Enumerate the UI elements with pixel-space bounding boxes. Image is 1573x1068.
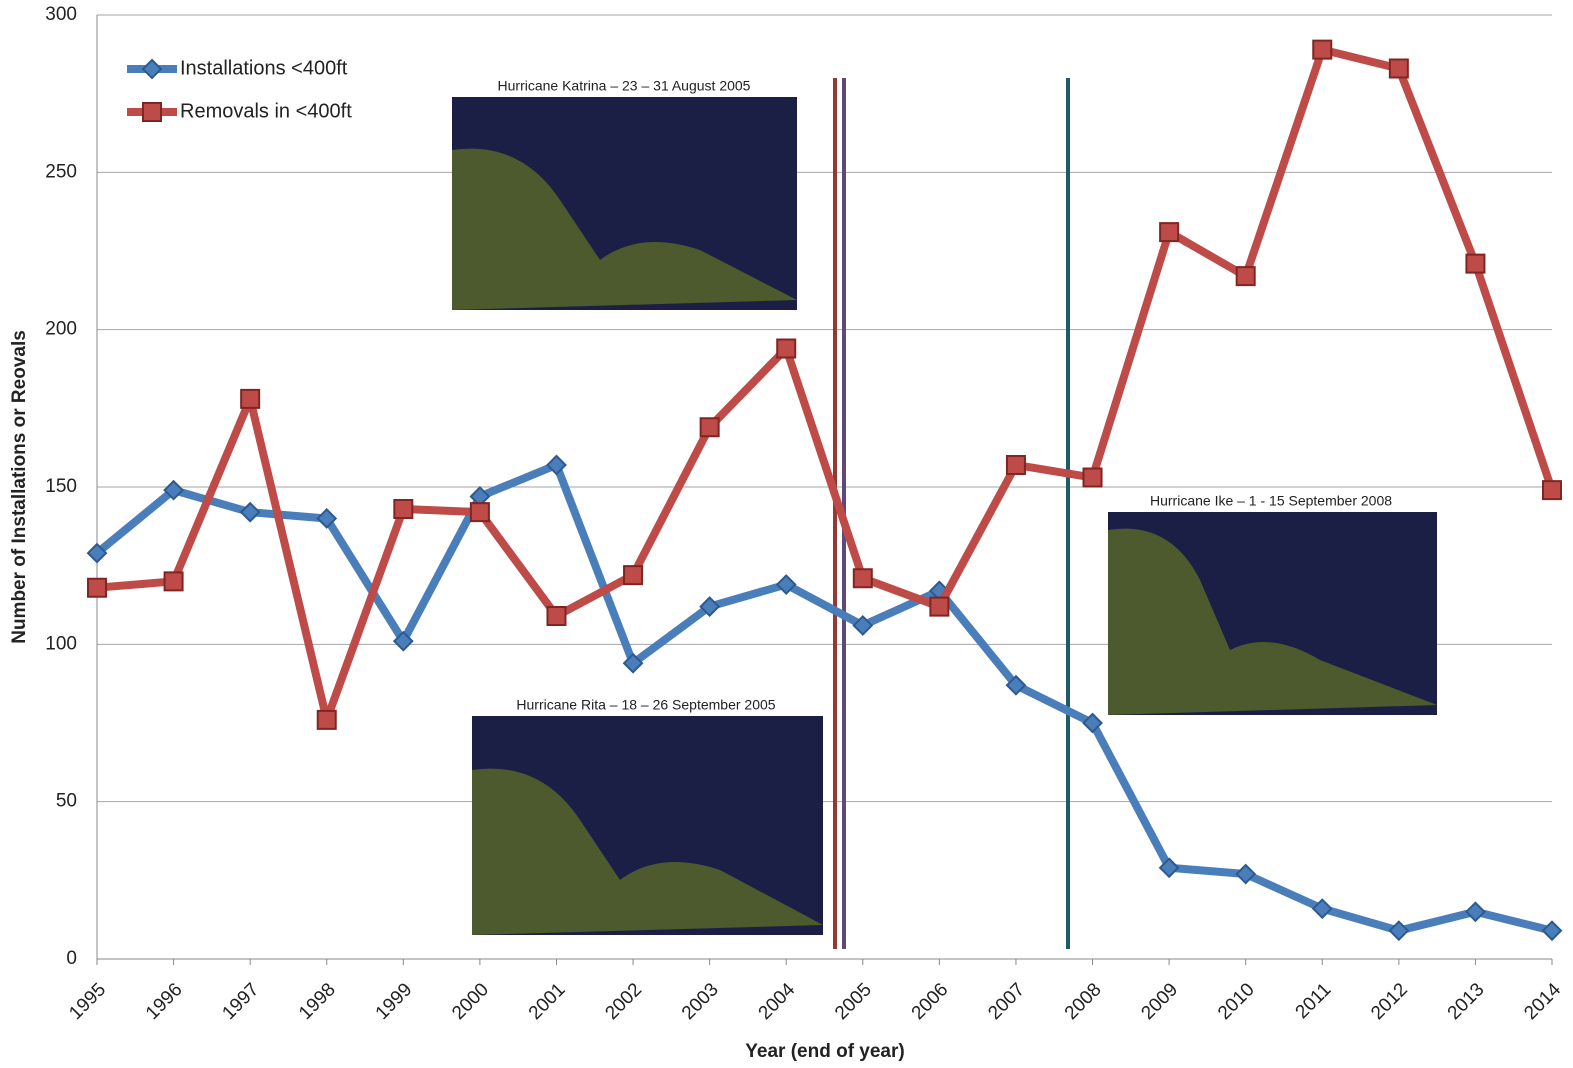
marker bbox=[143, 103, 161, 121]
marker bbox=[471, 503, 489, 521]
marker bbox=[88, 579, 106, 597]
marker bbox=[1390, 922, 1408, 940]
x-tick-label: 2000 bbox=[448, 979, 493, 1024]
marker bbox=[1160, 223, 1178, 241]
x-tick-label: 2003 bbox=[678, 979, 723, 1024]
legend-label: Installations <400ft bbox=[180, 57, 348, 79]
x-tick-label: 2010 bbox=[1214, 979, 1259, 1024]
marker bbox=[624, 566, 642, 584]
marker bbox=[777, 340, 795, 358]
marker bbox=[701, 418, 719, 436]
marker bbox=[318, 711, 336, 729]
y-tick-label: 200 bbox=[45, 319, 77, 340]
marker bbox=[241, 503, 259, 521]
marker bbox=[1237, 267, 1255, 285]
y-axis-label: Number of Installations or Reovals bbox=[9, 330, 30, 644]
x-tick-label: 2007 bbox=[984, 979, 1029, 1024]
x-tick-label: 2005 bbox=[831, 979, 876, 1024]
x-tick-label: 2006 bbox=[908, 979, 953, 1024]
x-tick-label: 1999 bbox=[372, 979, 417, 1024]
x-tick-label: 2009 bbox=[1137, 979, 1182, 1024]
y-tick-label: 250 bbox=[45, 161, 77, 182]
marker bbox=[854, 569, 872, 587]
inset-title: Hurricane Rita – 18 – 26 September 2005 bbox=[516, 697, 775, 713]
marker bbox=[1007, 456, 1025, 474]
marker bbox=[394, 500, 412, 518]
marker bbox=[143, 60, 161, 78]
y-tick-label: 100 bbox=[45, 633, 77, 654]
marker bbox=[547, 607, 565, 625]
marker bbox=[241, 390, 259, 408]
inset-title: Hurricane Katrina – 23 – 31 August 2005 bbox=[498, 78, 751, 94]
grid bbox=[97, 15, 1552, 959]
x-tick-label: 2011 bbox=[1292, 979, 1336, 1023]
x-axis-label: Year (end of year) bbox=[745, 1041, 904, 1062]
x-tick-label: 2002 bbox=[601, 979, 646, 1024]
marker bbox=[1466, 903, 1484, 921]
marker bbox=[1084, 469, 1102, 487]
x-tick-label: 2014 bbox=[1520, 979, 1565, 1024]
marker bbox=[1313, 41, 1331, 59]
x-tick-label: 2013 bbox=[1444, 979, 1489, 1024]
legend-label: Removals in <400ft bbox=[180, 100, 352, 122]
x-tick-label: 2001 bbox=[525, 979, 570, 1024]
marker bbox=[1543, 922, 1561, 940]
marker bbox=[1390, 59, 1408, 77]
x-tick-label: 2004 bbox=[755, 979, 800, 1024]
x-tick-label: 2008 bbox=[1061, 979, 1106, 1024]
marker bbox=[1543, 481, 1561, 499]
marker bbox=[1466, 255, 1484, 273]
x-tick-label: 1996 bbox=[142, 979, 187, 1024]
x-tick-label: 1998 bbox=[295, 979, 340, 1024]
x-tick-label: 1997 bbox=[218, 979, 263, 1024]
page: {"chart_data": {"type": "line", "x_label… bbox=[0, 0, 1573, 1068]
marker bbox=[165, 572, 183, 590]
inset-title: Hurricane Ike – 1 - 15 September 2008 bbox=[1150, 493, 1392, 509]
chart: Hurricane Katrina – 23 – 31 August 2005 … bbox=[0, 0, 1573, 1068]
x-tick-label: 2012 bbox=[1367, 979, 1412, 1024]
y-tick-label: 150 bbox=[45, 476, 77, 497]
insets: Hurricane Katrina – 23 – 31 August 2005 … bbox=[452, 78, 1437, 935]
marker bbox=[930, 598, 948, 616]
y-tick-label: 50 bbox=[56, 791, 77, 812]
y-tick-label: 300 bbox=[45, 4, 77, 25]
y-tick-label: 0 bbox=[66, 948, 77, 969]
x-tick-label: 1995 bbox=[65, 979, 110, 1024]
plot bbox=[88, 41, 1561, 940]
